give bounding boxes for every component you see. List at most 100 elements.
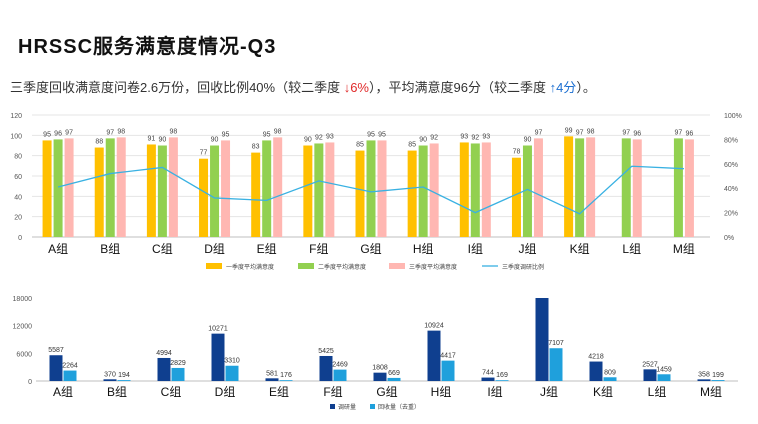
bar-value-label: 1808 — [372, 365, 388, 372]
bar-value-label: 95 — [263, 131, 271, 138]
legend-swatch — [389, 263, 405, 269]
x-category-label: A组 — [53, 385, 73, 399]
bar-value-label: 199 — [712, 372, 724, 379]
y-tick-label: 20 — [14, 215, 22, 222]
x-category-label: D组 — [204, 242, 225, 256]
satisfaction-bar — [355, 150, 365, 237]
x-category-label: I组 — [468, 242, 483, 256]
satisfaction-bar — [564, 136, 574, 237]
satisfaction-bar — [53, 139, 63, 237]
bar-value-label: 3310 — [224, 358, 240, 365]
satisfaction-bar — [511, 157, 521, 237]
volume-bar — [103, 379, 117, 381]
up-arrow-icon: ↑ — [549, 80, 557, 95]
y-tick-label: 120 — [10, 113, 22, 120]
bar-value-label: 96 — [54, 130, 62, 137]
satisfaction-bar — [105, 138, 115, 237]
y2-tick-label: 80% — [724, 137, 738, 144]
satisfaction-bar — [199, 158, 209, 237]
volume-bar — [481, 377, 495, 381]
legend-label: 回收量（去重） — [378, 403, 420, 411]
bar-value-label: 90 — [158, 137, 166, 144]
volume-bar — [157, 357, 171, 381]
bar-value-label: 93 — [326, 133, 334, 140]
satisfaction-bar — [575, 138, 585, 237]
bar-value-label: 4218 — [588, 354, 604, 361]
satisfaction-bar — [157, 145, 167, 237]
legend-label: 一季度平均满意度 — [226, 263, 274, 271]
volume-bar — [589, 361, 603, 381]
bar-value-label: 669 — [388, 370, 400, 377]
satisfaction-bar — [210, 145, 220, 237]
bar-value-label: 370 — [104, 371, 116, 378]
x-category-label: G组 — [376, 385, 397, 399]
bar-value-label: 90 — [211, 137, 219, 144]
bar-value-label: 85 — [356, 142, 364, 149]
x-category-label: H组 — [413, 242, 434, 256]
x-category-label: F组 — [309, 242, 328, 256]
satisfaction-bar — [533, 138, 543, 237]
legend-swatch — [206, 263, 222, 269]
ratio-line — [57, 165, 684, 215]
bar-value-label: 85 — [408, 142, 416, 149]
satisfaction-bar — [632, 139, 642, 237]
volume-bar — [117, 380, 131, 381]
bar-value-label: 96 — [686, 130, 694, 137]
volume-bar — [373, 372, 387, 381]
bar-value-label: 90 — [524, 137, 532, 144]
bar-value-label: 4994 — [156, 350, 172, 357]
bar-value-label: 169 — [496, 372, 508, 379]
bar-value-label: 7107 — [548, 340, 564, 347]
volume-bar — [171, 367, 185, 381]
bar-value-label: 2829 — [170, 360, 186, 367]
satisfaction-bar — [621, 138, 631, 237]
volume-bar — [643, 369, 657, 381]
x-category-label: H组 — [431, 385, 452, 399]
bar-value-label: 97 — [65, 129, 73, 136]
y-tick-label: 80 — [14, 154, 22, 161]
satisfaction-bar — [586, 137, 596, 237]
volume-bar — [441, 360, 455, 381]
bar-value-label: 97 — [535, 129, 543, 136]
satisfaction-bar — [325, 142, 335, 237]
bar-value-label: 97 — [675, 129, 683, 136]
satisfaction-bar — [459, 142, 469, 237]
legend-swatch — [298, 263, 314, 269]
y-tick-label: 12000 — [13, 324, 33, 331]
x-category-label: E组 — [257, 242, 277, 256]
volume-bar — [711, 380, 725, 381]
volume-bar — [49, 355, 63, 381]
bar-value-label: 88 — [95, 139, 103, 146]
satisfaction-bar — [94, 147, 104, 237]
satisfaction-bar — [481, 142, 491, 237]
volume-bar — [319, 355, 333, 381]
bar-value-label: 93 — [482, 133, 490, 140]
satisfaction-bar — [273, 137, 283, 237]
x-category-label: F组 — [323, 385, 342, 399]
volume-bar — [427, 330, 441, 381]
y2-tick-label: 0% — [724, 235, 734, 242]
x-category-label: G组 — [360, 242, 381, 256]
recovery-ratio-change: 6% — [350, 80, 369, 95]
x-category-label: E组 — [269, 385, 289, 399]
x-category-label: J组 — [540, 385, 558, 399]
bar-value-label: 176 — [280, 372, 292, 379]
bar-value-label: 98 — [117, 128, 125, 135]
satisfaction-change: 4分 — [556, 80, 577, 95]
x-category-label: K组 — [570, 242, 590, 256]
y2-tick-label: 60% — [724, 162, 738, 169]
down-arrow-icon: ↓ — [343, 80, 351, 95]
y-tick-label: 100 — [10, 133, 22, 140]
bar-value-label: 95 — [43, 131, 51, 138]
satisfaction-bar — [303, 145, 313, 237]
bar-value-label: 2469 — [332, 362, 348, 369]
summary-text: 三季度回收满意度问卷2.6万份，回收比例40%（较二季度 ↓6%），平均满意度9… — [10, 77, 596, 96]
x-category-label: M组 — [700, 385, 722, 399]
legend-label: 三季度调研比例 — [502, 263, 544, 271]
bar-value-label: 90 — [304, 137, 312, 144]
bar-value-label: 2264 — [62, 363, 78, 370]
volume-bar — [211, 333, 225, 381]
summary-part3: ）。 — [576, 80, 596, 95]
page-title: HRSSC服务满意度情况-Q3 — [18, 36, 277, 58]
legend-label: 三季度平均满意度 — [409, 263, 457, 271]
